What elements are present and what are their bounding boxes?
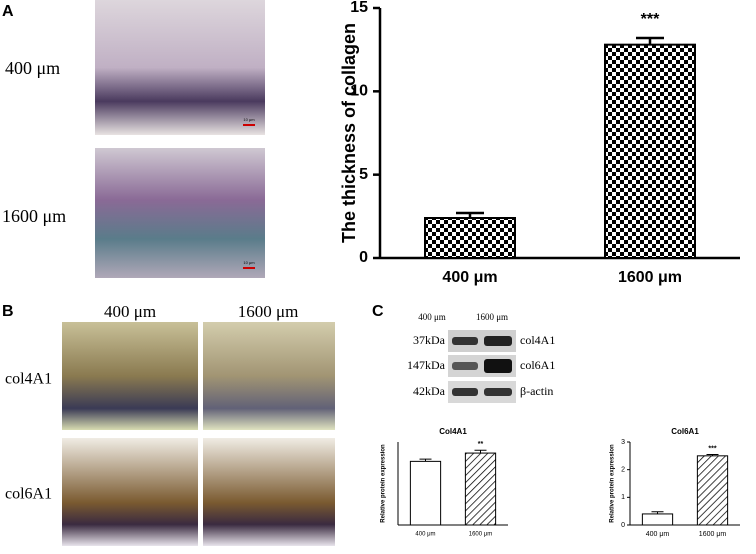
weight-label: 147kDa <box>407 358 446 372</box>
bar <box>696 455 729 526</box>
bar <box>464 452 497 526</box>
blot <box>448 330 516 352</box>
y-tick-label: 3 <box>621 439 625 446</box>
micrograph <box>95 0 265 135</box>
panel-label: C <box>372 303 384 320</box>
column-label: 1600 μm <box>476 312 508 322</box>
x-tick-label: 1600 μm <box>469 532 492 538</box>
micrograph <box>62 322 198 430</box>
error-bar <box>706 453 719 456</box>
x-tick-label: 400 μm <box>415 532 435 538</box>
annotation: *** <box>708 445 716 452</box>
micrograph <box>62 438 198 546</box>
chart-title: Col4A1 <box>439 427 467 436</box>
error-bar <box>651 511 664 514</box>
weight-label: 42kDa <box>413 384 446 398</box>
band <box>484 388 512 396</box>
protein-label: β-actin <box>520 384 553 398</box>
error-bar <box>636 36 664 45</box>
bar <box>604 43 696 259</box>
blot <box>448 381 516 403</box>
band <box>484 359 512 373</box>
y-axis-label: Relative protein expression <box>381 444 387 523</box>
row-label: col4A1 <box>5 371 52 388</box>
panel-label: A <box>2 3 14 20</box>
y-axis-label: The thickness of collagen <box>339 23 359 243</box>
y-axis-label: Relative protein expression <box>610 444 616 523</box>
column-label: 400 μm <box>418 312 446 322</box>
x-tick-label: 1600 μm <box>699 531 727 538</box>
micrograph <box>203 322 335 430</box>
protein-label: col6A1 <box>520 358 555 372</box>
band <box>452 337 478 345</box>
row-label: 400 μm <box>5 58 60 78</box>
protein-label: col4A1 <box>520 333 555 347</box>
bar <box>409 460 442 526</box>
row-label: 1600 μm <box>2 206 66 226</box>
error-bar <box>474 449 487 454</box>
x-tick-label: 400 μm <box>646 531 670 538</box>
y-tick-label: 10 <box>350 83 368 100</box>
error-bar <box>456 211 484 218</box>
column-label: 400 μm <box>104 302 156 321</box>
error-bar <box>419 458 432 462</box>
scale-label: 10 μm <box>243 260 255 265</box>
y-tick-label: 1 <box>621 494 625 501</box>
bar <box>424 217 516 259</box>
y-tick-label: 2 <box>621 467 625 474</box>
y-tick-label: 5 <box>359 166 368 183</box>
chart-title: Col6A1 <box>671 427 699 436</box>
band <box>452 388 478 396</box>
x-tick-label: 400 μm <box>442 269 497 286</box>
x-tick-label: 1600 μm <box>618 269 682 286</box>
y-tick-label: 15 <box>350 0 368 16</box>
scale-label: 10 μm <box>243 117 255 122</box>
y-tick-label: 0 <box>621 522 625 529</box>
micrograph <box>203 438 335 546</box>
annotation: ** <box>478 441 484 448</box>
column-label: 1600 μm <box>238 302 299 321</box>
weight-label: 37kDa <box>413 333 446 347</box>
y-tick-label: 0 <box>359 249 368 266</box>
micrograph <box>95 148 265 278</box>
band <box>452 362 478 370</box>
row-label: col6A1 <box>5 486 52 503</box>
bar <box>641 513 674 526</box>
band <box>484 336 512 346</box>
annotation: *** <box>641 11 660 28</box>
panel-label: B <box>2 303 14 320</box>
